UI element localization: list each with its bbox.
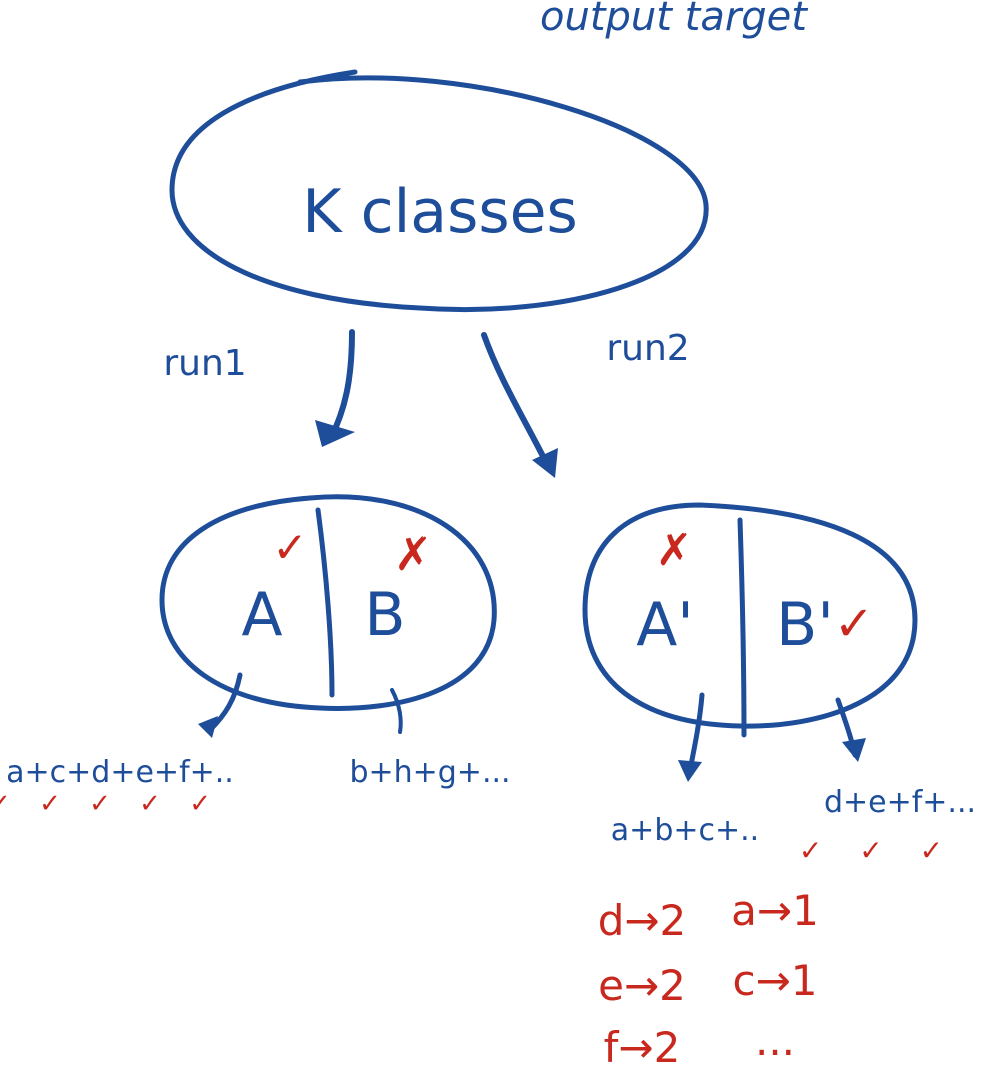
arrow-run1-a-head <box>198 716 218 738</box>
arrow-run1 <box>327 329 355 443</box>
run1-b-cross: ✗ <box>394 527 433 581</box>
mapping-row-right: ... <box>755 1016 795 1065</box>
run1-part-a: A <box>241 580 282 650</box>
run2-divider <box>737 517 747 738</box>
run2-ellipse <box>582 502 918 729</box>
run2-b-check: ✓ <box>834 596 874 652</box>
arrow-run2 <box>481 332 553 473</box>
arrow-run1-b <box>390 688 403 734</box>
root-ellipse <box>169 69 709 313</box>
run2-part-b: B' <box>776 590 834 660</box>
run2-b-sum: d+e+f+... <box>824 785 976 820</box>
run1-a-sum: a+c+d+e+f+.. <box>6 755 234 790</box>
run2-a-sum: a+b+c+.. <box>611 813 759 848</box>
run2-b-sum-checks: ✓ ✓ ✓ <box>799 834 957 867</box>
arrow-run2-a-head <box>678 760 702 782</box>
mapping-row-left: d→2 <box>598 896 687 945</box>
arrow-run2-a <box>687 692 705 773</box>
run1-b-sum: b+h+g+... <box>349 755 510 790</box>
root-label: K classes <box>302 177 578 247</box>
mapping-row-left: f→2 <box>604 1023 681 1072</box>
run1-a-check: ✓ <box>272 523 307 572</box>
mapping-table: d→2 a→1 e→2 c→1 f→2 ... <box>598 886 819 1072</box>
mapping-row-right: a→1 <box>731 886 819 935</box>
run1-a-sum-checks: ✓ ✓ ✓ ✓ ✓ <box>0 789 221 819</box>
edge-label-run2: run2 <box>606 328 689 369</box>
run2-a-cross: ✗ <box>656 525 693 576</box>
run2-part-a: A' <box>636 590 694 660</box>
run1-part-b: B <box>364 580 405 650</box>
run1-divider <box>315 507 335 698</box>
edge-label-run1: run1 <box>163 343 246 384</box>
output-target-label: output target <box>540 0 808 40</box>
run1-ellipse <box>159 494 497 711</box>
mapping-row-right: c→1 <box>732 956 817 1005</box>
arrow-run2-b-head <box>842 738 866 762</box>
arrow-run1-head <box>315 420 355 447</box>
mapping-row-left: e→2 <box>598 961 686 1010</box>
arrow-run2-head <box>532 448 558 478</box>
